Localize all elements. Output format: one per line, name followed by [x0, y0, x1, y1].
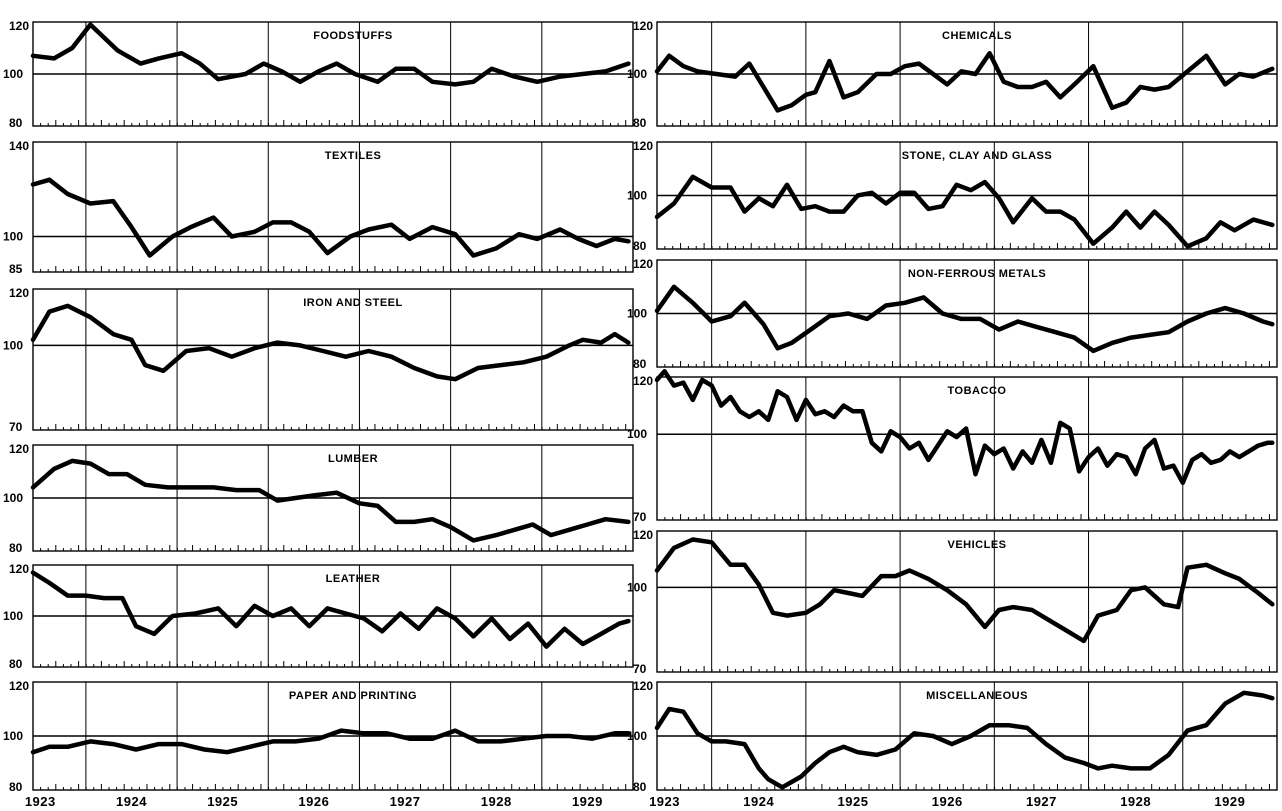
leather-y-tick-label: 100 [3, 609, 23, 623]
chemicals-title: CHEMICALS [942, 30, 1012, 42]
x-axis-left: 1923 1924 1925 1926 1927 1928 1929 [25, 794, 603, 809]
tobacco-series-line [654, 369, 1275, 486]
vehicles-series-line [654, 537, 1275, 644]
lumber-panel: 120 100 80 LUMBER [3, 442, 634, 555]
x-tick-label-1926: 1926 [932, 794, 963, 809]
x-tick-label-1924: 1924 [743, 794, 774, 809]
x-tick-label-1925: 1925 [207, 794, 238, 809]
leather-y-tick-label: 120 [9, 562, 29, 576]
leather-y-tick-label: 80 [9, 657, 23, 671]
vehicles-frame [656, 530, 1278, 673]
iron-and-steel-frame [32, 288, 634, 431]
foodstuffs-panel: 120 100 80 FOODSTUFFS [3, 19, 634, 130]
foodstuffs-title: FOODSTUFFS [313, 30, 393, 42]
leather-panel: 120 100 80 LEATHER [3, 562, 634, 671]
paper-and-printing-y-tick-label: 80 [9, 780, 23, 794]
lumber-y-tick-label: 120 [9, 442, 29, 456]
vehicles-y-tick-label: 100 [627, 580, 647, 594]
foodstuffs-y-tick-label: 80 [9, 116, 23, 130]
x-tick-label-1924: 1924 [116, 794, 147, 809]
textiles-panel: 140 100 85 TEXTILES [3, 139, 634, 276]
textiles-y-tick-label: 85 [9, 262, 23, 276]
tobacco-frame [656, 376, 1278, 521]
x-tick-label-1928: 1928 [481, 794, 512, 809]
leather-title: LEATHER [326, 573, 381, 585]
tobacco-title: TOBACCO [948, 385, 1007, 397]
x-tick-label-1927: 1927 [1026, 794, 1057, 809]
lumber-title: LUMBER [328, 453, 378, 465]
iron-and-steel-panel: 120 100 70 IRON AND STEEL [3, 286, 634, 434]
textiles-frame [32, 141, 634, 273]
vehicles-y-tick-label: 120 [633, 528, 653, 542]
iron-and-steel-y-tick-label: 120 [9, 286, 29, 300]
miscellaneous-panel: 120 100 80 MISCELLANEOUS [627, 679, 1278, 794]
lumber-y-tick-label: 80 [9, 541, 23, 555]
tobacco-y-tick-label: 120 [633, 374, 653, 388]
non-ferrous-metals-y-tick-label: 100 [627, 307, 647, 321]
chemicals-panel: 120 100 80 CHEMICALS [627, 19, 1278, 130]
non-ferrous-metals-series-line [654, 284, 1275, 354]
x-tick-label-1927: 1927 [390, 794, 421, 809]
x-axis-right: 1923 1924 1925 1926 1927 1928 1929 [649, 794, 1245, 809]
non-ferrous-metals-y-tick-label: 120 [633, 257, 653, 271]
chemicals-y-tick-label: 120 [633, 19, 653, 33]
foodstuffs-y-tick-label: 100 [3, 67, 23, 81]
miscellaneous-y-tick-label: 100 [627, 729, 647, 743]
vehicles-panel: 120 100 70 VEHICLES [627, 528, 1278, 676]
iron-and-steel-y-tick-label: 100 [3, 338, 23, 352]
non-ferrous-metals-y-tick-label: 80 [633, 357, 647, 371]
miscellaneous-y-tick-label: 80 [633, 780, 647, 794]
x-tick-label-1929: 1929 [572, 794, 603, 809]
stone-clay-and-glass-y-tick-label: 120 [633, 139, 653, 153]
x-tick-label-1925: 1925 [838, 794, 869, 809]
tobacco-y-tick-label: 70 [633, 510, 647, 524]
miscellaneous-series-line [654, 690, 1275, 790]
textiles-series-line [30, 177, 631, 258]
x-tick-label-1923: 1923 [25, 794, 56, 809]
paper-and-printing-series-line [30, 728, 631, 755]
x-tick-label-1923: 1923 [649, 794, 680, 809]
textiles-y-tick-label: 140 [9, 139, 29, 153]
non-ferrous-metals-title: NON-FERROUS METALS [908, 268, 1046, 280]
tobacco-y-tick-label: 100 [627, 427, 647, 441]
paper-and-printing-title: PAPER AND PRINTING [289, 690, 417, 702]
chemicals-series-line [654, 50, 1275, 113]
lumber-series-line [30, 458, 631, 543]
leather-series-line [30, 570, 631, 649]
iron-and-steel-title: IRON AND STEEL [303, 297, 403, 309]
stone-clay-and-glass-y-tick-label: 100 [627, 189, 647, 203]
stone-clay-and-glass-y-tick-label: 80 [633, 239, 647, 253]
textiles-title: TEXTILES [325, 150, 382, 162]
chemicals-y-tick-label: 100 [627, 67, 647, 81]
stone-clay-and-glass-title: STONE, CLAY AND GLASS [902, 150, 1052, 162]
paper-and-printing-y-tick-label: 100 [3, 729, 23, 743]
textiles-y-tick-label: 100 [3, 230, 23, 244]
stone-clay-and-glass-panel: 120 100 80 STONE, CLAY AND GLASS [627, 139, 1278, 253]
tobacco-panel: 120 100 70 TOBACCO [627, 369, 1278, 524]
iron-and-steel-y-tick-label: 70 [9, 420, 23, 434]
foodstuffs-y-tick-label: 120 [9, 19, 29, 33]
lumber-y-tick-label: 100 [3, 491, 23, 505]
paper-and-printing-panel: 120 100 80 PAPER AND PRINTING [3, 679, 634, 794]
chemicals-y-tick-label: 80 [633, 116, 647, 130]
iron-and-steel-series-line [30, 303, 631, 382]
x-tick-label-1928: 1928 [1120, 794, 1151, 809]
miscellaneous-y-tick-label: 120 [633, 679, 653, 693]
non-ferrous-metals-panel: 120 100 80 NON-FERROUS METALS [627, 257, 1278, 371]
paper-and-printing-y-tick-label: 120 [9, 679, 29, 693]
stone-clay-and-glass-series-line [654, 174, 1275, 249]
vehicles-y-tick-label: 70 [633, 662, 647, 676]
vehicles-title: VEHICLES [947, 539, 1006, 551]
x-tick-label-1926: 1926 [298, 794, 329, 809]
foodstuffs-series-line [30, 22, 631, 87]
x-tick-label-1929: 1929 [1214, 794, 1245, 809]
miscellaneous-title: MISCELLANEOUS [926, 690, 1028, 702]
